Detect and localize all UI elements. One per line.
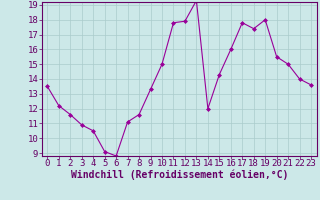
X-axis label: Windchill (Refroidissement éolien,°C): Windchill (Refroidissement éolien,°C) bbox=[70, 170, 288, 180]
